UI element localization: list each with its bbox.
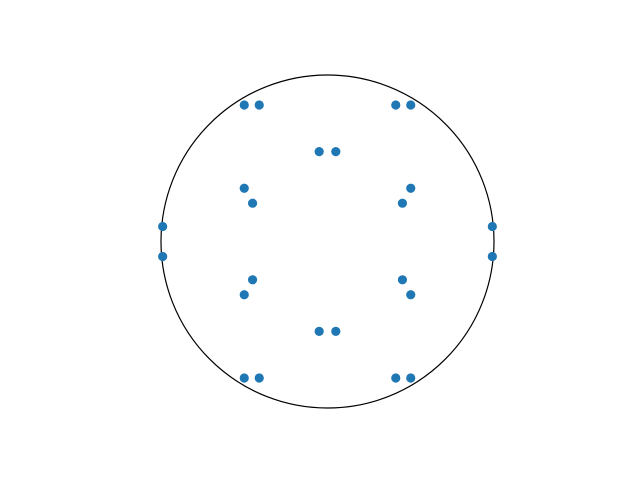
plot-area [158,74,497,409]
scatter-point [331,146,341,157]
scatter-point [406,290,416,300]
scatter-point [158,221,168,232]
scatter-point [391,373,401,383]
scatter-point [487,251,497,262]
scatter-point [247,275,258,285]
scatter-point [239,183,249,193]
unit-circle [160,74,495,409]
scatter-point [331,326,341,337]
scatter-point [397,275,408,285]
scatter-point [254,100,264,110]
scatter-point [487,221,497,232]
scatter-point [406,100,416,110]
scatter-point [397,198,408,208]
scatter-point [239,373,249,383]
scatter-point [254,373,264,383]
scatter-point [314,326,324,337]
scatter-point [391,100,401,110]
scatter-series [158,100,497,383]
scatter-point [239,290,249,300]
scatter-point [406,183,416,193]
scatter-point [314,146,324,157]
scatter-point [158,251,168,262]
scatter-point [247,198,258,208]
scatter-point [239,100,249,110]
scatter-point [406,373,416,383]
